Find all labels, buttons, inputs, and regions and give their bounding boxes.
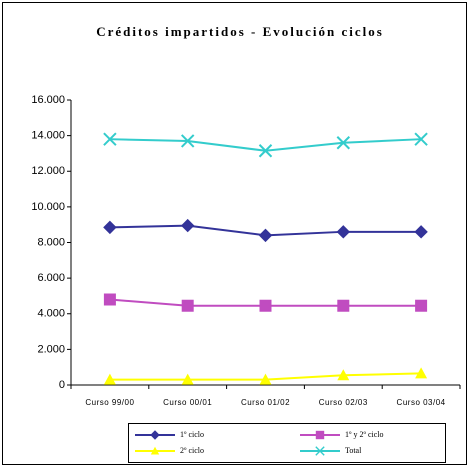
x-tick-label: Curso 00/01 (163, 398, 212, 407)
marker (336, 136, 351, 150)
x-tick-label: Curso 01/02 (241, 398, 290, 407)
marker (103, 373, 116, 385)
marker (103, 220, 117, 235)
marker (180, 134, 195, 148)
marker (259, 299, 272, 312)
y-tick-label: 2.000 (37, 343, 65, 355)
y-tick-label: 16.000 (31, 94, 65, 106)
marker (415, 299, 428, 312)
legend-label: 1º ciclo (180, 430, 204, 439)
y-tick-label: 14.000 (31, 130, 65, 142)
x-tick-label: Curso 99/00 (85, 398, 134, 407)
marker (150, 430, 160, 440)
y-tick-label: 10.000 (31, 201, 65, 213)
legend-label: 1º y 2º ciclo (345, 430, 384, 439)
y-tick-label: 4.000 (37, 308, 65, 320)
marker (315, 430, 325, 440)
x-tick-label: Curso 02/03 (319, 398, 368, 407)
marker (103, 293, 116, 306)
chart-border (2, 2, 467, 465)
marker (414, 132, 428, 146)
legend-label: Total (345, 446, 362, 455)
marker (181, 373, 194, 385)
marker (150, 446, 160, 455)
y-tick-label: 12.000 (31, 165, 65, 177)
legend-box (128, 423, 446, 463)
marker (415, 367, 428, 379)
marker (336, 225, 351, 239)
marker (180, 218, 195, 233)
x-tick-label: Curso 03/04 (397, 398, 446, 407)
marker (259, 373, 272, 385)
marker (337, 299, 350, 312)
marker (337, 369, 350, 381)
marker (315, 446, 325, 456)
marker (103, 132, 117, 146)
y-tick-label: 6.000 (37, 272, 65, 284)
chart-title: Créditos impartidos - Evolución ciclos (96, 24, 384, 39)
marker (414, 225, 428, 239)
marker (258, 144, 273, 158)
y-tick-label: 0 (59, 379, 65, 391)
marker (258, 228, 273, 243)
y-tick-label: 8.000 (37, 236, 65, 248)
legend-label: 2º ciclo (180, 446, 204, 455)
marker (181, 299, 194, 312)
